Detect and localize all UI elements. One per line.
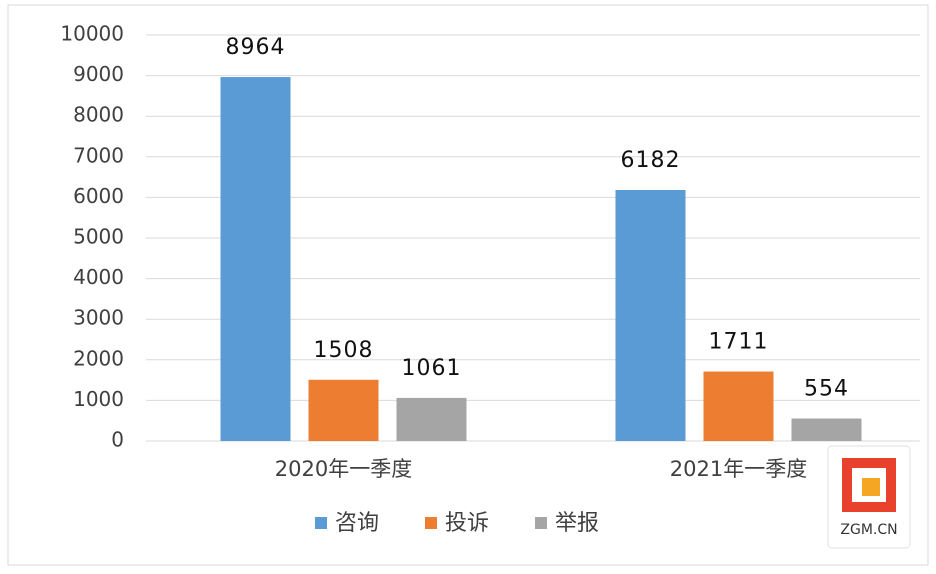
y-tick-label: 8000 [73,103,124,127]
legend-label: 举报 [555,511,599,536]
y-tick-label: 2000 [73,346,124,370]
bar [396,397,467,441]
chart-frame [7,4,929,566]
y-tick-label: 4000 [73,265,124,289]
watermark-logo-core [862,478,880,496]
y-tick-label: 0 [111,428,124,452]
bar [615,190,686,441]
data-label: 1061 [402,356,462,381]
bar [308,379,379,441]
y-tick-label: 9000 [73,62,124,86]
legend-swatch [535,517,547,529]
bar [703,371,774,441]
data-label: 6182 [621,148,681,173]
legend-label: 咨询 [335,511,379,536]
y-tick-label: 6000 [73,184,124,208]
x-tick-label: 2021年一季度 [670,457,807,481]
y-tick-label: 1000 [73,387,124,411]
legend-swatch [315,517,327,529]
data-label: 554 [804,377,849,402]
data-label: 1508 [314,338,374,363]
legend-swatch [425,517,437,529]
y-tick-label: 5000 [73,225,124,249]
x-tick-label: 2020年一季度 [275,457,412,481]
y-tick-label: 10000 [60,22,124,46]
watermark: ZGM.CN [827,445,911,549]
y-tick-label: 7000 [73,143,124,167]
bar [220,77,291,442]
watermark-text: ZGM.CN [840,522,897,538]
data-label: 1711 [709,330,769,355]
legend-label: 投诉 [445,511,489,536]
y-tick-label: 3000 [73,306,124,330]
bar [791,418,862,441]
data-label: 8964 [226,35,286,60]
